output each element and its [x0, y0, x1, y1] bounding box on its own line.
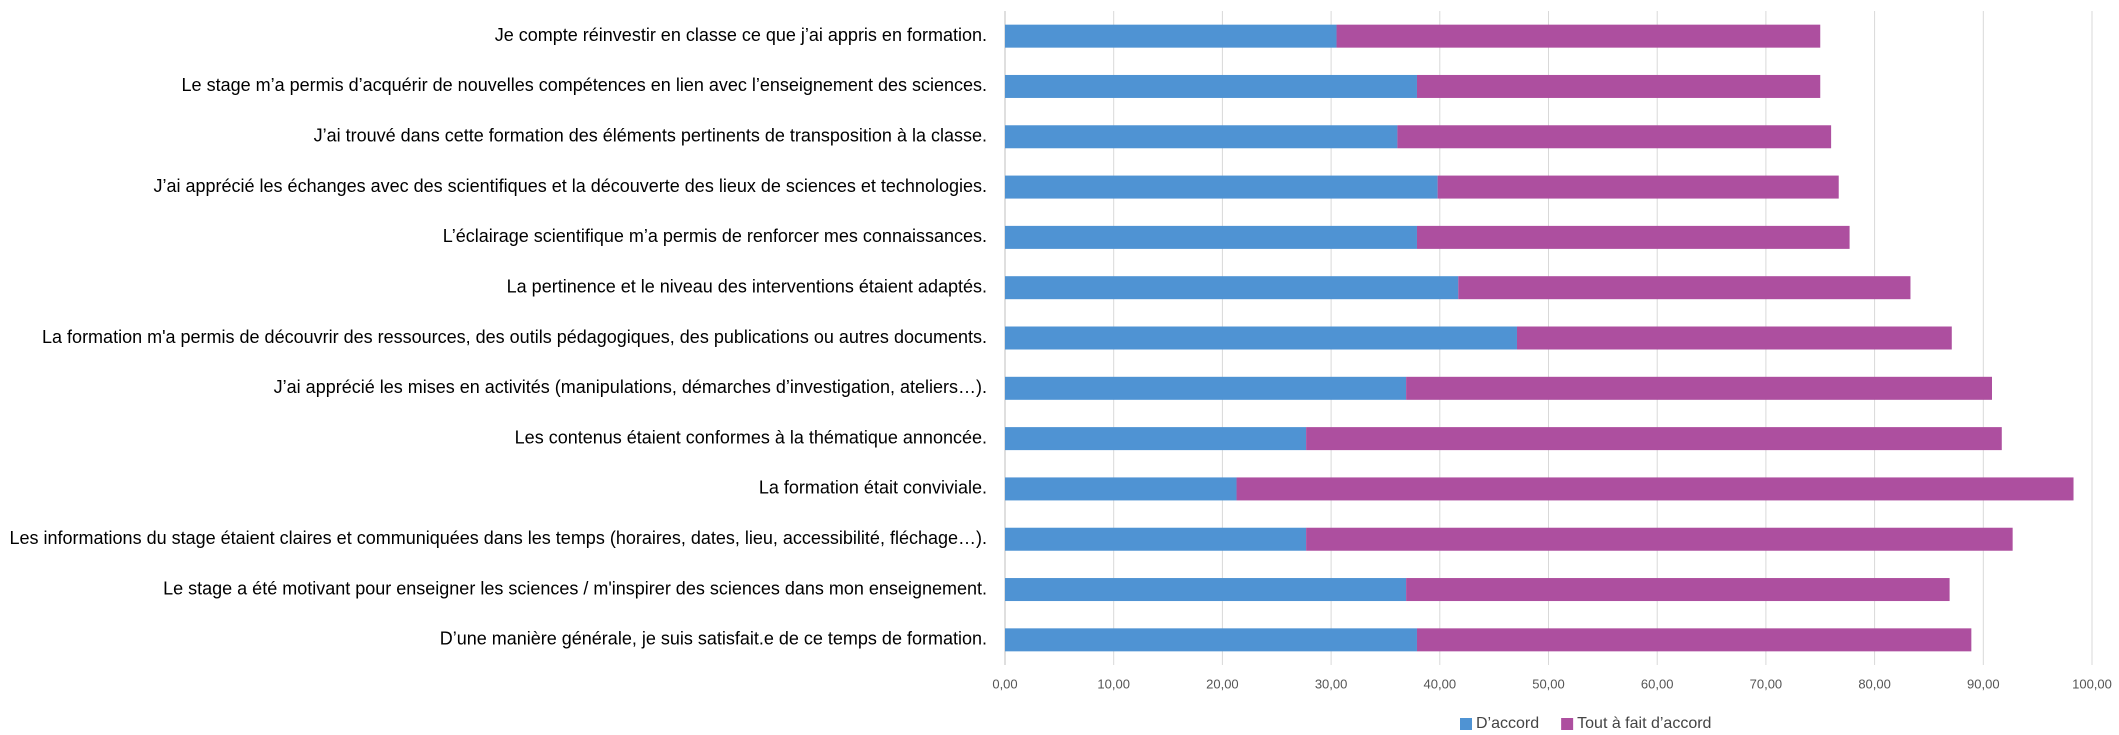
x-tick-label: 90,00	[1967, 676, 2000, 691]
legend-swatch	[1460, 718, 1472, 730]
x-tick-label: 20,00	[1206, 676, 1239, 691]
x-tick-label: 100,00	[2072, 676, 2112, 691]
y-tick-label: D’une manière générale, je suis satisfai…	[440, 629, 987, 649]
bar	[1005, 376, 1407, 400]
bar	[1516, 326, 1952, 350]
y-tick-label: Le stage m’a permis d’acquérir de nouvel…	[182, 75, 987, 95]
y-tick-label: L’éclairage scientifique m’a permis de r…	[443, 226, 987, 246]
legend-label: Tout à fait d’accord	[1577, 715, 1711, 732]
x-tick-label: 10,00	[1097, 676, 1130, 691]
bar	[1005, 628, 1417, 652]
x-tick-label: 50,00	[1532, 676, 1565, 691]
y-tick-label: J’ai trouvé dans cette formation des élé…	[314, 126, 987, 146]
bar	[1406, 578, 1950, 602]
bar	[1416, 628, 1972, 652]
y-tick-label: Je compte réinvestir en classe ce que j’…	[495, 25, 987, 45]
bar	[1336, 24, 1821, 48]
bar	[1005, 527, 1307, 551]
bar	[1005, 578, 1407, 602]
bar	[1236, 477, 2074, 501]
y-tick-label: La formation m'a permis de découvrir des…	[42, 327, 987, 347]
bar	[1437, 175, 1839, 199]
y-tick-label: J’ai apprécié les échanges avec des scie…	[153, 176, 987, 196]
x-tick-label: 80,00	[1858, 676, 1891, 691]
x-tick-label: 60,00	[1641, 676, 1674, 691]
x-tick-label: 70,00	[1750, 676, 1783, 691]
bar	[1306, 427, 2002, 451]
x-tick-label: 0,00	[992, 676, 1017, 691]
x-tick-label: 40,00	[1424, 676, 1457, 691]
y-tick-label: La formation était conviviale.	[759, 478, 987, 498]
bar	[1005, 74, 1417, 98]
bar	[1005, 225, 1417, 249]
bar	[1458, 276, 1911, 300]
y-tick-label: La pertinence et le niveau des intervent…	[507, 276, 987, 296]
x-tick-label: 30,00	[1315, 676, 1348, 691]
y-tick-label: Le stage a été motivant pour enseigner l…	[163, 578, 987, 598]
legend-swatch	[1561, 718, 1574, 730]
bar	[1397, 125, 1832, 149]
y-tick-label: Les informations du stage étaient claire…	[10, 528, 988, 548]
bar	[1416, 74, 1821, 98]
bar	[1306, 527, 2013, 551]
bar	[1406, 376, 1992, 400]
bar	[1005, 477, 1237, 501]
bar	[1005, 24, 1337, 48]
y-tick-label: J’ai apprécié les mises en activités (ma…	[274, 377, 987, 397]
bar	[1416, 225, 1850, 249]
bar	[1005, 125, 1398, 149]
bar	[1005, 175, 1438, 199]
bar	[1005, 326, 1517, 350]
y-tick-label: Les contenus étaient conformes à la thém…	[515, 427, 987, 447]
bar	[1005, 427, 1307, 451]
bar	[1005, 276, 1459, 300]
legend-label: D’accord	[1476, 715, 1539, 732]
